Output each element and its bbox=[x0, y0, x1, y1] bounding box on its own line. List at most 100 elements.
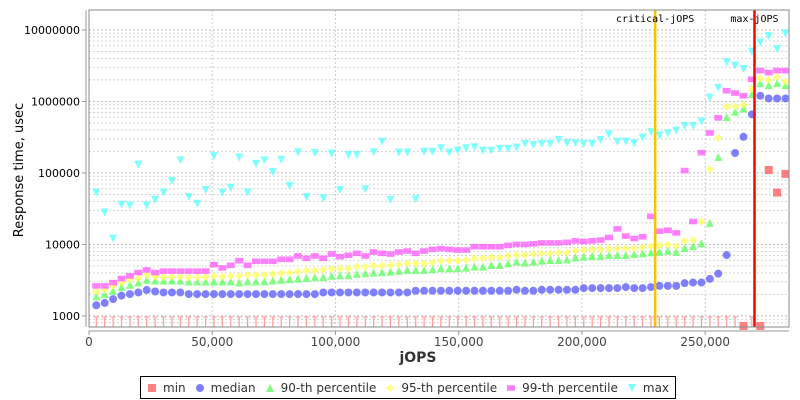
data-point bbox=[151, 195, 160, 204]
data-point bbox=[277, 290, 286, 299]
x-tick-label: 250,000 bbox=[680, 335, 730, 349]
data-point bbox=[562, 239, 571, 246]
data-point bbox=[285, 181, 294, 190]
data-point bbox=[159, 268, 168, 274]
data-point bbox=[251, 258, 260, 265]
data-point bbox=[604, 284, 613, 293]
data-point bbox=[588, 238, 597, 244]
data-point bbox=[92, 292, 101, 301]
data-point bbox=[209, 152, 218, 161]
data-point bbox=[470, 243, 479, 250]
data-point bbox=[394, 148, 403, 157]
data-point bbox=[167, 268, 176, 274]
data-point bbox=[142, 270, 151, 279]
data-point bbox=[420, 286, 429, 295]
data-point bbox=[537, 285, 546, 294]
data-point bbox=[436, 144, 445, 153]
data-point bbox=[251, 277, 260, 286]
data-point bbox=[361, 288, 370, 297]
data-point bbox=[663, 129, 672, 138]
data-point bbox=[327, 251, 336, 257]
data-point bbox=[478, 254, 487, 263]
data-point bbox=[218, 272, 227, 281]
data-point bbox=[428, 265, 437, 274]
data-point bbox=[277, 275, 286, 284]
data-point bbox=[336, 185, 345, 194]
data-point bbox=[319, 288, 328, 297]
data-point bbox=[504, 242, 513, 249]
data-point bbox=[647, 213, 656, 220]
jops-marker-label: max-jOPS bbox=[730, 14, 778, 25]
data-point bbox=[285, 268, 294, 277]
data-point bbox=[638, 249, 647, 258]
data-point bbox=[638, 233, 647, 240]
data-point bbox=[773, 45, 782, 54]
data-point bbox=[739, 132, 748, 141]
data-point bbox=[134, 278, 143, 287]
data-point bbox=[613, 284, 622, 293]
data-point bbox=[201, 273, 210, 282]
data-point bbox=[243, 188, 252, 197]
data-point bbox=[546, 249, 555, 258]
data-point bbox=[218, 188, 227, 197]
data-point bbox=[260, 156, 269, 165]
data-point bbox=[109, 279, 118, 286]
data-point bbox=[596, 251, 605, 260]
data-point bbox=[117, 275, 126, 282]
data-point bbox=[487, 243, 496, 250]
data-point bbox=[445, 286, 454, 295]
data-point bbox=[134, 274, 143, 283]
data-point bbox=[764, 165, 773, 174]
data-point bbox=[285, 290, 294, 299]
data-point bbox=[310, 290, 319, 299]
y-tick-label: 10000 bbox=[45, 238, 80, 251]
data-point bbox=[672, 247, 681, 256]
data-point bbox=[167, 288, 176, 297]
data-point bbox=[319, 194, 328, 203]
data-point bbox=[689, 278, 698, 287]
data-point bbox=[125, 290, 134, 299]
data-point bbox=[537, 139, 546, 148]
data-point bbox=[352, 288, 361, 297]
data-point bbox=[386, 195, 395, 204]
data-point bbox=[134, 269, 143, 276]
data-point bbox=[529, 250, 538, 259]
data-point bbox=[562, 255, 571, 264]
data-point bbox=[781, 67, 790, 74]
data-point bbox=[142, 286, 151, 295]
data-point bbox=[630, 244, 639, 253]
data-point bbox=[184, 268, 193, 274]
data-point bbox=[495, 243, 504, 250]
data-point bbox=[251, 159, 260, 168]
data-point bbox=[495, 253, 504, 262]
data-point bbox=[529, 140, 538, 149]
data-point bbox=[604, 130, 613, 139]
data-point bbox=[428, 286, 437, 295]
data-point bbox=[151, 269, 160, 276]
data-point bbox=[562, 248, 571, 257]
data-point bbox=[571, 253, 580, 262]
data-point bbox=[714, 269, 723, 278]
data-point bbox=[596, 284, 605, 293]
data-point bbox=[705, 218, 714, 227]
data-point bbox=[722, 113, 731, 122]
data-point bbox=[302, 290, 311, 299]
data-point bbox=[344, 151, 353, 160]
data-point bbox=[167, 272, 176, 281]
data-point bbox=[436, 286, 445, 295]
data-point bbox=[512, 285, 521, 294]
data-point bbox=[697, 278, 706, 287]
jops-markers: critical-jOPS max-jOPS bbox=[616, 10, 779, 327]
x-axis-label: jOPS bbox=[398, 350, 436, 366]
data-point bbox=[663, 246, 672, 255]
data-point bbox=[495, 260, 504, 269]
data-point bbox=[588, 251, 597, 260]
data-point bbox=[554, 135, 563, 144]
data-point bbox=[680, 236, 689, 245]
data-point bbox=[243, 270, 252, 279]
data-point bbox=[487, 146, 496, 155]
data-point bbox=[420, 248, 429, 254]
data-point bbox=[226, 183, 235, 192]
data-point bbox=[184, 273, 193, 282]
data-point bbox=[773, 72, 782, 81]
